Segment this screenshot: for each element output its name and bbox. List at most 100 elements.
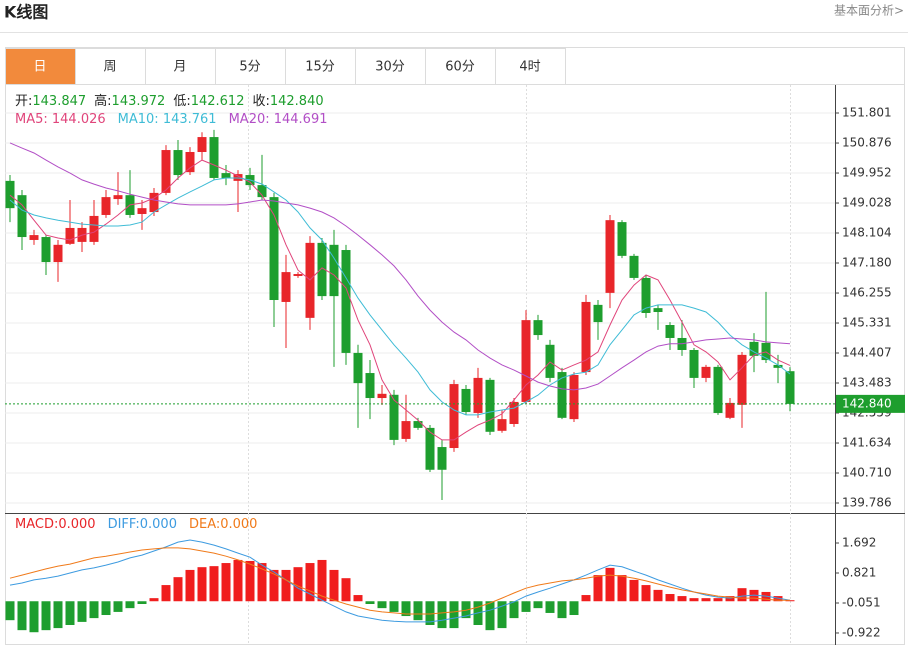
legend-entry: MACD:0.000 <box>15 517 96 532</box>
tab[interactable] <box>425 48 496 85</box>
tab-label[interactable]: 5分 <box>239 60 260 75</box>
candle-body <box>389 394 399 440</box>
candle-body <box>509 401 519 424</box>
candle-body <box>101 197 111 215</box>
candle-body <box>725 402 735 418</box>
macd-bar <box>389 601 399 612</box>
macd-bar <box>65 601 75 625</box>
macd-bar <box>305 563 315 602</box>
macd-bar <box>617 575 627 602</box>
candle-body <box>317 242 327 297</box>
candle-body <box>785 371 795 404</box>
macd-bar <box>665 594 675 602</box>
candle-body <box>29 235 39 240</box>
macd-bar <box>293 567 303 602</box>
candle-body <box>281 272 291 302</box>
macd-bar <box>605 567 615 602</box>
macd-bar <box>497 601 507 629</box>
candle-body <box>437 447 447 470</box>
legend-entry: MA10: 143.761 <box>118 112 217 127</box>
macd-bar <box>185 569 195 602</box>
y-tick-label: 151.801 <box>842 106 892 120</box>
series-line <box>9 142 791 391</box>
macd-bar <box>641 585 651 602</box>
macd-bar <box>353 595 363 602</box>
macd-bar <box>53 601 63 629</box>
candle-body <box>485 379 495 432</box>
candle-body <box>293 274 303 276</box>
candle-body <box>269 197 279 301</box>
y-tick-label: -0.051 <box>842 596 881 610</box>
candle-body <box>605 220 615 293</box>
candle-body <box>497 419 507 431</box>
candle-body <box>557 372 567 418</box>
candle-body <box>737 354 747 405</box>
tab-label[interactable]: 4时 <box>519 60 540 75</box>
macd-bar <box>5 601 15 621</box>
info-label: 开: <box>15 94 32 109</box>
macd-bar <box>413 601 423 621</box>
y-tick-label: 149.952 <box>842 166 892 180</box>
candle-body <box>545 344 555 378</box>
candle-body <box>401 421 411 439</box>
candle-body <box>113 195 123 200</box>
macd-bar <box>629 579 639 602</box>
analysis-link[interactable]: 基本面分析> <box>834 4 904 18</box>
candle-body <box>53 244 63 263</box>
tab[interactable] <box>355 48 426 85</box>
macd-bar <box>533 601 543 609</box>
candle-body <box>41 237 51 263</box>
y-tick-label: 147.180 <box>842 256 892 270</box>
candle-body <box>569 374 579 420</box>
tab-label[interactable]: 日 <box>33 60 46 75</box>
candle-body <box>773 364 783 368</box>
candle-body <box>137 208 147 214</box>
candle-body <box>377 393 387 399</box>
macd-bar <box>461 601 471 619</box>
tab[interactable] <box>495 48 566 85</box>
candle-body <box>653 308 663 313</box>
candle-body <box>17 195 27 238</box>
candle-body <box>641 277 651 313</box>
tab-label[interactable]: 60分 <box>445 60 475 75</box>
y-tick-label: 143.483 <box>842 376 892 390</box>
tab-label[interactable]: 30分 <box>375 60 405 75</box>
macd-bar <box>701 598 711 602</box>
tab[interactable] <box>285 48 356 85</box>
tab-label[interactable]: 15分 <box>305 60 335 75</box>
macd-bar <box>29 601 39 633</box>
macd-bar <box>377 601 387 609</box>
y-tick-label: 140.710 <box>842 466 892 480</box>
tab-label[interactable]: 月 <box>173 60 186 75</box>
macd-bar <box>713 598 723 602</box>
macd-bar <box>593 575 603 602</box>
series-line <box>9 177 791 416</box>
candle-body <box>341 250 351 353</box>
series-line <box>9 159 791 441</box>
candle-body <box>257 185 267 198</box>
legend-entry: MA5: 144.026 <box>15 112 106 127</box>
candle-body <box>461 388 471 412</box>
macd-bar <box>785 600 795 602</box>
macd-bar <box>17 601 27 631</box>
tab[interactable] <box>145 48 216 85</box>
widget-title: K线图 <box>4 3 48 22</box>
last-price-box <box>836 394 905 413</box>
legend: MA5: 144.026 MA10: 143.761 MA20: 144.691 <box>15 112 328 127</box>
macd-bar <box>449 601 459 629</box>
macd-bar <box>269 569 279 602</box>
candle-body <box>521 320 531 402</box>
last-price-label: 142.840 <box>842 396 892 410</box>
macd-bar <box>773 596 783 602</box>
macd-bar <box>89 601 99 619</box>
info-value: 143.847 <box>32 94 86 109</box>
y-tick-label: 150.876 <box>842 136 892 150</box>
candle-body <box>89 215 99 242</box>
candle-body <box>209 137 219 178</box>
tab[interactable] <box>215 48 286 85</box>
macd-bar <box>569 601 579 616</box>
tab-label[interactable]: 周 <box>103 60 116 75</box>
macd-bar <box>257 563 267 602</box>
